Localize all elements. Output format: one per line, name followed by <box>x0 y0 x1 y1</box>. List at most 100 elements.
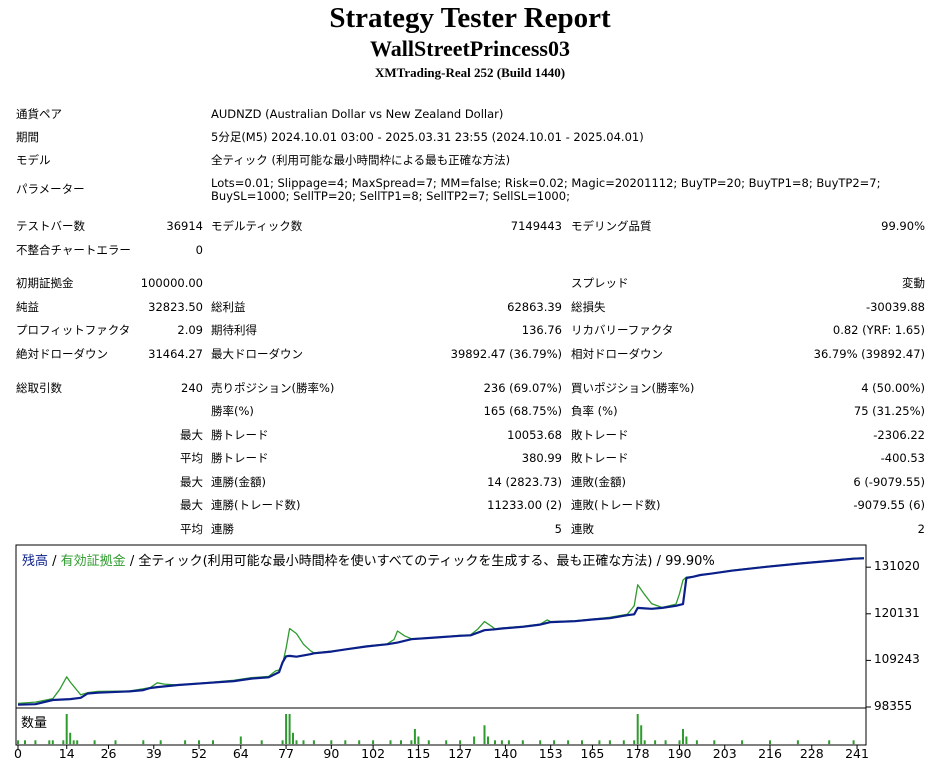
y-tick-label: 109243 <box>874 652 920 667</box>
quality-label: モデリング品質 <box>571 219 652 233</box>
volume-bar <box>358 740 361 745</box>
legend-equity: 有効証拠金 <box>60 554 126 569</box>
x-tick-label: 115 <box>406 746 431 761</box>
symbol-label: 通貨ペア <box>16 107 62 121</box>
mismatch-value: 0 <box>195 243 203 257</box>
volume-bar <box>483 725 486 745</box>
legend-balance: 残高 <box>22 554 49 569</box>
volume-bar <box>17 740 19 745</box>
largest-loss-label: 敗トレード <box>571 428 629 442</box>
max-consec-amount-loss-label: 連敗(トレード数) <box>571 498 661 512</box>
volume-bar <box>695 740 698 745</box>
ticks-label: モデルティック数 <box>211 219 303 233</box>
volume-bar <box>114 740 117 745</box>
volume-bar <box>852 740 855 745</box>
profit-factor-value: 2.09 <box>177 323 203 337</box>
chart-legend: 残高 / 有効証拠金 / 全ティック(利用可能な最小時間枠を使いすべてのティック… <box>22 550 715 569</box>
avg-consec-win-value: 5 <box>554 522 562 536</box>
volume-bar <box>507 740 510 745</box>
axis-ticks <box>17 566 871 749</box>
x-tick-label: 165 <box>580 746 605 761</box>
y-tick-label: 120131 <box>874 605 920 620</box>
volume-bar <box>539 740 542 745</box>
volume-bar <box>198 740 200 745</box>
volume-bar <box>93 740 96 745</box>
x-tick-label: 26 <box>100 746 117 761</box>
net-profit-label: 純益 <box>16 300 39 314</box>
volume-bar <box>281 740 284 745</box>
volume-bar <box>608 740 611 745</box>
volume-bar <box>285 714 288 744</box>
volume-bar <box>494 740 496 745</box>
chart-volume-frame <box>15 707 867 746</box>
y-tick-label: 98355 <box>874 699 913 713</box>
volume-bar <box>51 740 54 745</box>
max-consec-amount-loss-value: -9079.55 (6) <box>853 498 925 512</box>
period-value: 5分足(M5) 2024.10.01 03:00 - 2025.03.31 23… <box>211 130 644 144</box>
volume-bar <box>184 740 187 745</box>
parameters-value: Lots=0.01; Slippage=4; MaxSpread=7; MM=f… <box>211 176 881 203</box>
loss-rate-value: 75 (31.25%) <box>853 404 925 418</box>
x-tick-label: 102 <box>361 746 386 761</box>
volume-bar <box>769 740 771 745</box>
volume-bar <box>622 740 625 745</box>
parameters-label: パラメーター <box>16 182 85 196</box>
volume-bar <box>34 740 37 745</box>
volume-bar <box>212 740 214 745</box>
max-drawdown-label: 最大ドローダウン <box>211 347 303 361</box>
volume-label: 数量 <box>21 716 48 731</box>
x-tick-label: 190 <box>667 746 692 761</box>
gross-profit-value: 62863.39 <box>507 300 562 314</box>
report-title: Strategy Tester Report <box>329 2 611 34</box>
loss-rate-label: 負率 (%) <box>571 404 618 418</box>
abs-drawdown-value: 31464.27 <box>148 347 203 361</box>
volume-bar <box>598 740 601 745</box>
symbol-value: AUDNZD (Australian Dollar vs New Zealand… <box>211 107 504 121</box>
x-tick-label: 228 <box>799 746 824 761</box>
max-consec-amount-win-value: 11233.00 (2) <box>487 498 562 512</box>
bars-label: テストバー数 <box>16 219 85 233</box>
abs-drawdown-label: 絶対ドローダウン <box>16 347 108 361</box>
legend-separator: / <box>125 554 139 569</box>
gross-loss-label: 総損失 <box>571 300 606 314</box>
avg-consec-loss-label: 連敗 <box>571 522 594 536</box>
max-consec-amount-win-label: 連勝(トレード数) <box>211 498 301 512</box>
expected-payoff-label: 期待利得 <box>211 323 257 337</box>
y-tick-label: 131020 <box>874 559 920 574</box>
profit-factor-label: プロフィットファクタ <box>16 323 131 337</box>
volume-bar <box>142 740 145 745</box>
legend-separator: / <box>652 554 666 569</box>
volume-bar <box>292 732 294 745</box>
volume-bar <box>581 740 583 745</box>
volume-bar <box>459 740 462 745</box>
x-tick-label: 127 <box>448 746 473 761</box>
avg-consec-loss-value: 2 <box>917 522 925 536</box>
volume-bar <box>796 740 799 745</box>
balance-chart <box>15 544 871 749</box>
avg-consec-prefix: 平均 <box>180 522 203 536</box>
legend-separator: / <box>48 554 61 569</box>
legend-quality: 99.90% <box>665 554 715 569</box>
max-drawdown-value: 39892.47 (36.79%) <box>450 347 562 361</box>
volume-bar <box>427 740 430 745</box>
period-label: 期間 <box>16 130 39 144</box>
volume-bar <box>24 740 26 745</box>
x-tick-label: 52 <box>191 746 207 761</box>
average-loss-value: -400.53 <box>880 451 925 465</box>
x-tick-label: 140 <box>493 746 518 761</box>
recovery-factor-value: 0.82 (YRF: 1.65) <box>832 323 925 337</box>
x-tick-label: 14 <box>58 746 75 761</box>
average-win-label: 勝トレード <box>211 451 269 465</box>
balance-line <box>17 557 865 706</box>
x-tick-label: 77 <box>278 746 295 761</box>
volume-bar <box>389 740 392 745</box>
total-trades-value: 240 <box>181 381 203 395</box>
volume-bar <box>553 740 556 745</box>
spread-label: スプレッド <box>571 276 629 290</box>
volume-bar <box>65 714 68 744</box>
max-consec-win-value: 14 (2823.73) <box>487 475 562 489</box>
volume-bar <box>682 729 684 744</box>
bars-value: 36914 <box>166 219 203 233</box>
gross-loss-value: -30039.88 <box>865 300 925 314</box>
long-positions-label: 買いポジション(勝率%) <box>571 381 695 395</box>
